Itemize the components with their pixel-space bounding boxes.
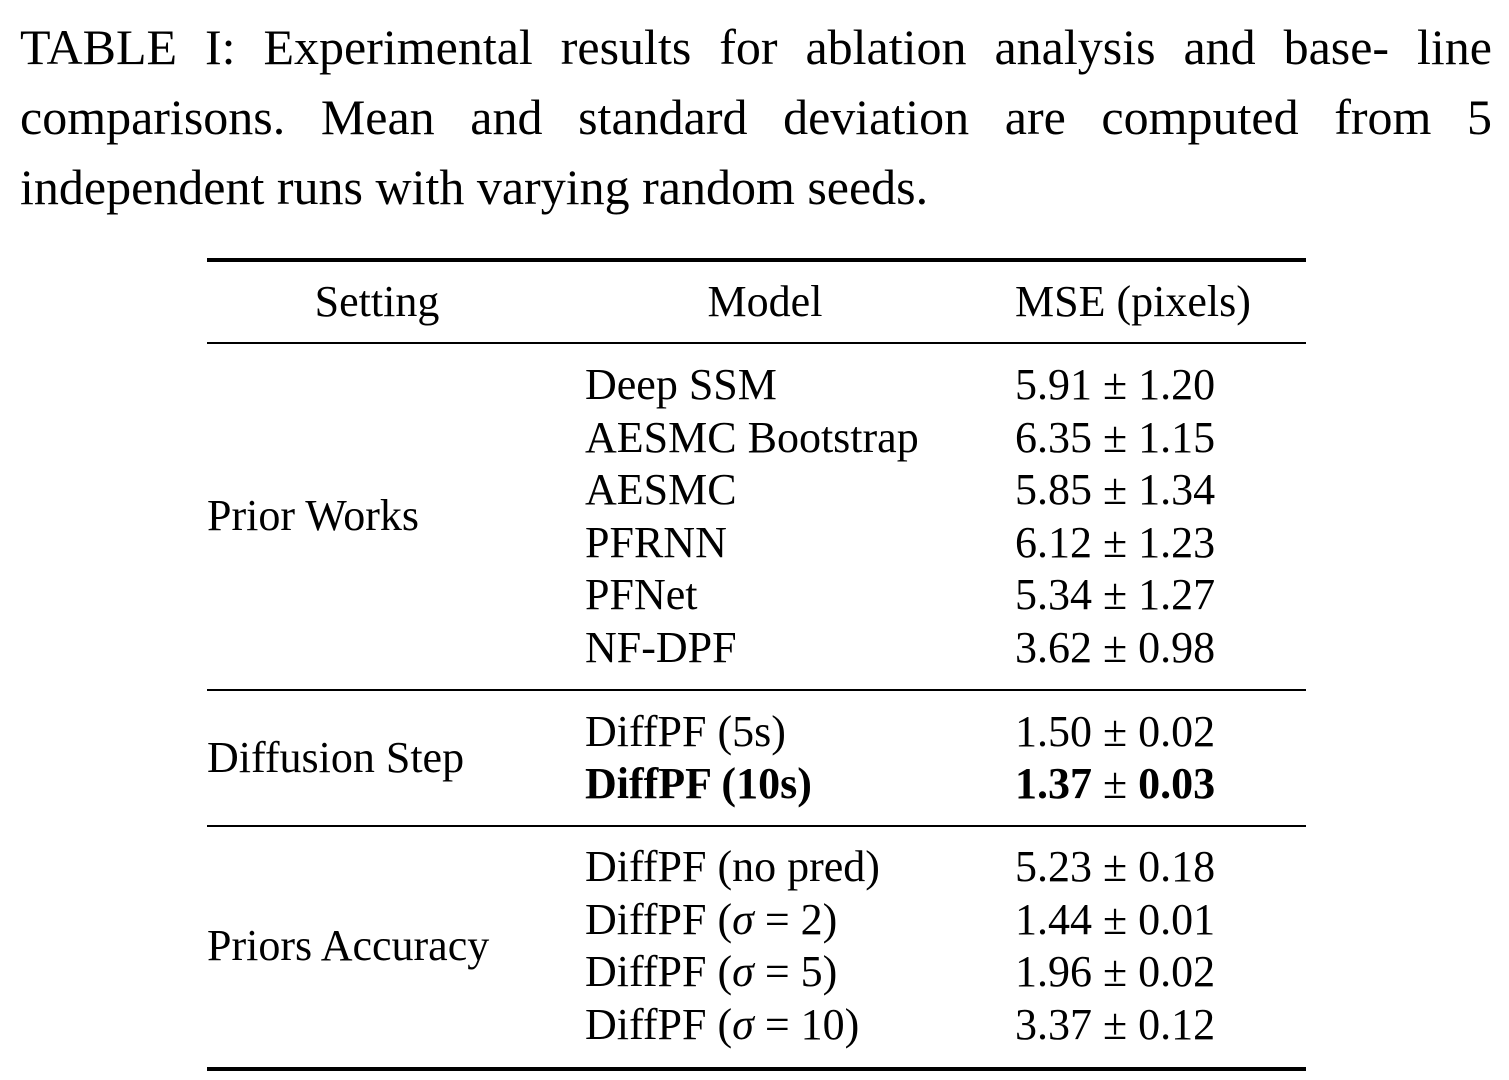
table-caption: TABLE I: Experimental results for ablati… bbox=[20, 12, 1492, 222]
model-cell: NF-DPF bbox=[585, 623, 737, 672]
mse-cell: 6.35 ± 1.15 bbox=[1015, 413, 1216, 462]
mse-cell: 6.12 ± 1.23 bbox=[1015, 518, 1216, 567]
model-cell: DiffPF (5s) bbox=[585, 707, 786, 756]
mse-cell: 1.96 ± 0.02 bbox=[1015, 947, 1216, 996]
mse-cell: 5.23 ± 0.18 bbox=[1015, 842, 1216, 891]
model-cell: Deep SSM bbox=[585, 360, 777, 409]
model-cell-best: DiffPF (10s) bbox=[585, 759, 812, 808]
header-mse: MSE (pixels) bbox=[1015, 277, 1251, 326]
caption-line-3: from 5 independent runs with varying ran… bbox=[20, 89, 1492, 215]
header-rule bbox=[207, 342, 1306, 344]
sigma-symbol: σ bbox=[732, 895, 754, 944]
mse-cell-best: 1.37 ± 0.03 bbox=[1015, 759, 1216, 808]
setting-prior-works: Prior Works bbox=[207, 491, 419, 540]
setting-priors-accuracy: Priors Accuracy bbox=[207, 921, 490, 970]
caption-line-1: TABLE I: Experimental results for ablati… bbox=[20, 19, 1390, 75]
sigma-symbol: σ bbox=[732, 947, 754, 996]
mse-cell: 5.91 ± 1.20 bbox=[1015, 360, 1216, 409]
mse-cell: 3.37 ± 0.12 bbox=[1015, 1000, 1216, 1049]
mse-cell: 3.62 ± 0.98 bbox=[1015, 623, 1216, 672]
group-divider-2 bbox=[207, 825, 1306, 827]
model-cell: DiffPF (σ = 2) bbox=[585, 895, 838, 944]
model-cell: DiffPF (σ = 10) bbox=[585, 1000, 860, 1049]
group-divider-1 bbox=[207, 689, 1306, 691]
header-model: Model bbox=[707, 277, 823, 326]
model-cell: DiffPF (no pred) bbox=[585, 842, 880, 891]
model-cell: PFRNN bbox=[585, 518, 727, 567]
mse-cell: 1.44 ± 0.01 bbox=[1015, 895, 1216, 944]
header-setting: Setting bbox=[314, 277, 440, 326]
mse-cell: 1.50 ± 0.02 bbox=[1015, 707, 1216, 756]
table-top-rule bbox=[207, 258, 1306, 262]
model-cell: PFNet bbox=[585, 570, 698, 619]
table-bottom-rule bbox=[207, 1067, 1306, 1071]
setting-diffusion-step: Diffusion Step bbox=[207, 733, 465, 782]
sigma-symbol: σ bbox=[732, 1000, 754, 1049]
model-cell: AESMC Bootstrap bbox=[585, 413, 919, 462]
model-cell: DiffPF (σ = 5) bbox=[585, 947, 838, 996]
model-cell: AESMC bbox=[585, 465, 737, 514]
mse-cell: 5.34 ± 1.27 bbox=[1015, 570, 1216, 619]
caption-line-2: line comparisons. Mean and standard devi… bbox=[20, 19, 1492, 145]
mse-cell: 5.85 ± 1.34 bbox=[1015, 465, 1216, 514]
